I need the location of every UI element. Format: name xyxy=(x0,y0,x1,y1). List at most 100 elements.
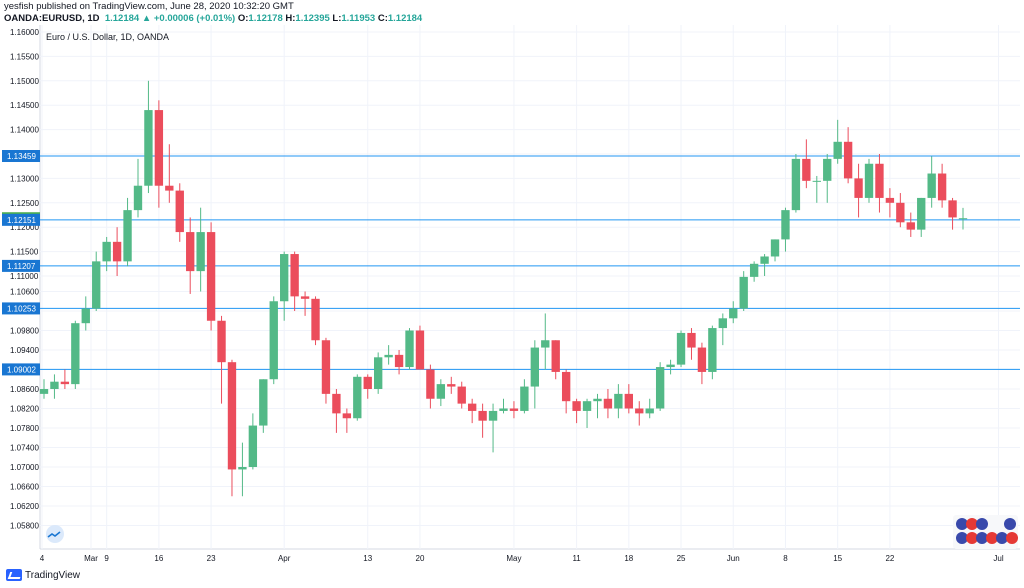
candle xyxy=(374,352,383,394)
candle xyxy=(50,374,59,399)
candle-body xyxy=(186,232,195,272)
candle-body xyxy=(71,323,80,385)
candle xyxy=(509,401,519,419)
candle-body xyxy=(175,190,184,233)
low-label: L: xyxy=(332,13,342,24)
candle xyxy=(342,408,352,433)
candle xyxy=(843,127,853,184)
candle-body xyxy=(864,163,874,198)
candle xyxy=(217,315,226,404)
candle-body xyxy=(635,408,644,414)
events-icons[interactable] xyxy=(953,515,1018,549)
candle-body xyxy=(353,376,362,419)
last-price: 1.12184 xyxy=(104,13,140,24)
candle-body xyxy=(739,276,748,309)
candle-body xyxy=(227,362,237,470)
candle-body xyxy=(655,367,665,409)
y-tick-label: 1.10600 xyxy=(10,288,39,297)
candle-body xyxy=(729,308,738,319)
chart-grid xyxy=(39,25,1020,550)
brand-name: TradingView xyxy=(25,569,81,581)
candle-body xyxy=(50,381,59,389)
candle xyxy=(624,384,633,414)
candle xyxy=(551,340,560,380)
candle xyxy=(311,296,320,346)
publisher-line: yesfish published on TradingView.com, Ju… xyxy=(4,1,294,12)
candle xyxy=(92,251,101,311)
high-value: 1.12395 xyxy=(295,13,330,24)
candle xyxy=(697,342,707,385)
y-tick-label: 1.11000 xyxy=(10,272,39,281)
candle xyxy=(269,296,278,385)
candle xyxy=(71,320,80,389)
candle xyxy=(614,384,623,419)
price-label-box xyxy=(2,259,40,272)
candle-body xyxy=(812,180,821,182)
x-tick-label: 11 xyxy=(572,554,581,563)
candle xyxy=(175,183,184,242)
candle-body xyxy=(478,410,487,421)
candle-body xyxy=(854,178,863,198)
candle xyxy=(60,369,70,389)
candle-body xyxy=(937,173,947,201)
x-tick-label: Jun xyxy=(727,554,740,563)
y-tick-label: 1.07000 xyxy=(10,463,39,472)
candle-body xyxy=(791,158,801,211)
x-tick-label: 18 xyxy=(624,554,633,563)
candle xyxy=(321,337,331,404)
price-label: 1.11207 xyxy=(7,262,36,271)
symbol-name: OANDA:EURUSD, 1D xyxy=(4,13,100,24)
y-tick-label: 1.09400 xyxy=(10,346,39,355)
x-tick-label: 16 xyxy=(154,554,163,563)
x-tick-label: 25 xyxy=(677,554,686,563)
candle-body xyxy=(280,254,289,302)
candle-body xyxy=(290,254,299,297)
candle xyxy=(353,374,362,421)
candle-body xyxy=(363,376,372,389)
candle-body xyxy=(238,467,247,470)
candle-body xyxy=(948,200,957,218)
candle-body xyxy=(374,357,383,389)
candle xyxy=(833,119,842,164)
candle-body xyxy=(718,318,727,329)
candle-body xyxy=(415,330,425,370)
candle-body xyxy=(269,301,278,380)
candle-body xyxy=(530,347,540,387)
candle-body xyxy=(520,386,529,411)
candle xyxy=(603,389,613,419)
candle xyxy=(572,398,581,424)
candle-body xyxy=(60,381,70,385)
candle xyxy=(875,154,884,213)
candle-body xyxy=(436,384,446,399)
candle xyxy=(687,328,696,360)
price-label-box xyxy=(2,213,40,226)
y-tick-label: 1.12500 xyxy=(10,199,39,208)
candle-body xyxy=(572,401,581,411)
footer[interactable]: TradingView xyxy=(6,569,80,581)
time-axis[interactable]: 4 Mar 9 16 23 Apr 13 20 May 11 18 25 Jun 8 15 22 Jul xyxy=(40,554,1004,563)
candle xyxy=(196,207,205,292)
candle xyxy=(206,222,216,331)
x-tick-label: 8 xyxy=(783,554,788,563)
candle-body xyxy=(300,296,310,299)
x-tick-label: 15 xyxy=(833,554,842,563)
candle-body xyxy=(906,222,915,230)
candle xyxy=(666,359,675,375)
candle-body xyxy=(561,371,571,402)
y-tick-label: 1.15000 xyxy=(10,77,39,86)
price-axis[interactable]: 1.160001.155001.150001.145001.140001.135… xyxy=(2,28,40,531)
candle-body xyxy=(123,210,132,262)
candle xyxy=(645,398,654,419)
candle-body xyxy=(833,141,842,159)
price-label-box xyxy=(2,363,40,376)
candle xyxy=(133,158,143,218)
y-tick-label: 1.05800 xyxy=(10,522,39,531)
candle xyxy=(394,350,404,375)
close-label: C: xyxy=(377,13,388,24)
candle-body xyxy=(321,340,331,394)
candle xyxy=(927,156,936,208)
y-tick-label: 1.16000 xyxy=(10,28,39,37)
candle xyxy=(812,175,821,203)
candle xyxy=(958,207,968,230)
